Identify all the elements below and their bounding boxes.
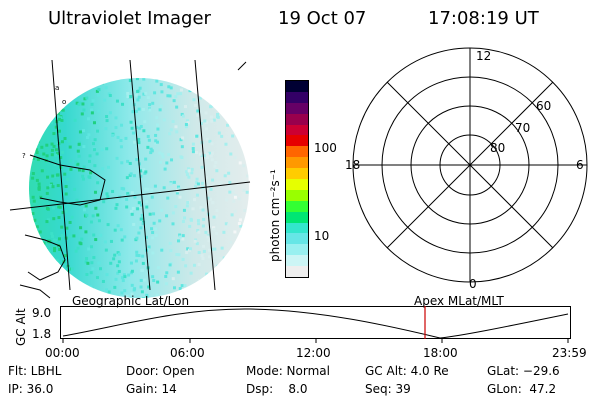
colorbar-segment bbox=[286, 91, 308, 103]
status-mode: Mode: Normal bbox=[246, 364, 330, 378]
timeline-left-label: Geographic Lat/Lon bbox=[72, 294, 190, 308]
colorbar-segment bbox=[286, 179, 308, 190]
app-title: Ultraviolet Imager bbox=[48, 8, 211, 29]
map-marker-q: ? bbox=[22, 152, 26, 160]
status-dsp: Dsp: 8.0 bbox=[246, 382, 308, 396]
timeline-y-top: 9.0 bbox=[32, 306, 52, 320]
polar-mlt-plot: 12 0 18 6 80 70 60 bbox=[345, 47, 588, 291]
timeline-axis-title: GC Alt bbox=[14, 308, 28, 346]
status-door: Door: Open bbox=[126, 364, 195, 378]
timeline-tick-1800: 18:00 bbox=[423, 346, 458, 360]
uv-aurora-disc bbox=[29, 78, 249, 298]
map-marker-o: o bbox=[62, 98, 66, 106]
polar-ring-70: 70 bbox=[515, 121, 530, 135]
date-label: 19 Oct 07 bbox=[278, 8, 367, 29]
colorbar-segment bbox=[286, 168, 308, 180]
colorbar-segment bbox=[286, 146, 308, 158]
colorbar-segment bbox=[286, 157, 308, 169]
polar-hour-right: 6 bbox=[576, 158, 584, 172]
colorbar-segment bbox=[286, 222, 308, 234]
colorbar-segment bbox=[286, 200, 308, 212]
timeline-plot bbox=[60, 306, 571, 343]
uv-image-panel: a o ? bbox=[9, 59, 251, 299]
status-glat: GLat: −29.6 bbox=[487, 364, 560, 378]
timeline-tick-0600: 06:00 bbox=[170, 346, 205, 360]
status-gain: Gain: 14 bbox=[126, 382, 177, 396]
colorbar-segment bbox=[286, 113, 308, 125]
colorbar-segment bbox=[286, 124, 308, 136]
timeline-y-bottom: 1.8 bbox=[32, 327, 52, 341]
colorbar-segment bbox=[286, 189, 308, 201]
status-glon: GLon: 47.2 bbox=[487, 382, 557, 396]
polar-ring-60: 60 bbox=[536, 99, 551, 113]
colorbar-tick-10: 10 bbox=[314, 229, 330, 243]
colorbar-tick-100: 100 bbox=[314, 141, 337, 155]
map-grid-lines bbox=[9, 59, 251, 299]
colorbar-unit-label: photon cm⁻²s⁻¹ bbox=[268, 169, 282, 262]
colorbar-segment bbox=[286, 266, 308, 278]
colorbar-segment bbox=[286, 211, 308, 223]
status-gcalt: GC Alt: 4.0 Re bbox=[365, 364, 449, 378]
status-flt: Flt: LBHL bbox=[8, 364, 62, 378]
colorbar-segment bbox=[286, 233, 308, 245]
colorbar-segment bbox=[286, 135, 308, 147]
colorbar-segment bbox=[286, 255, 308, 267]
colorbar-segment bbox=[286, 102, 308, 114]
timeline-tick-0000: 00:00 bbox=[45, 346, 80, 360]
polar-hour-top: 12 bbox=[476, 49, 491, 63]
colorbar-segment bbox=[286, 244, 308, 256]
time-label: 17:08:19 UT bbox=[428, 8, 539, 29]
timeline-tick-1200: 12:00 bbox=[296, 346, 331, 360]
status-ip: IP: 36.0 bbox=[8, 382, 54, 396]
status-seq: Seq: 39 bbox=[365, 382, 411, 396]
colorbar-segment bbox=[286, 81, 308, 92]
timeline-right-label: Apex MLat/MLT bbox=[414, 294, 504, 308]
timeline-tick-2359: 23:59 bbox=[552, 346, 587, 360]
map-marker-a: a bbox=[55, 84, 59, 92]
polar-ring-80: 80 bbox=[490, 141, 505, 155]
polar-hour-left: 18 bbox=[345, 158, 360, 172]
polar-hour-bottom: 0 bbox=[469, 277, 477, 291]
colorbar bbox=[285, 80, 309, 278]
